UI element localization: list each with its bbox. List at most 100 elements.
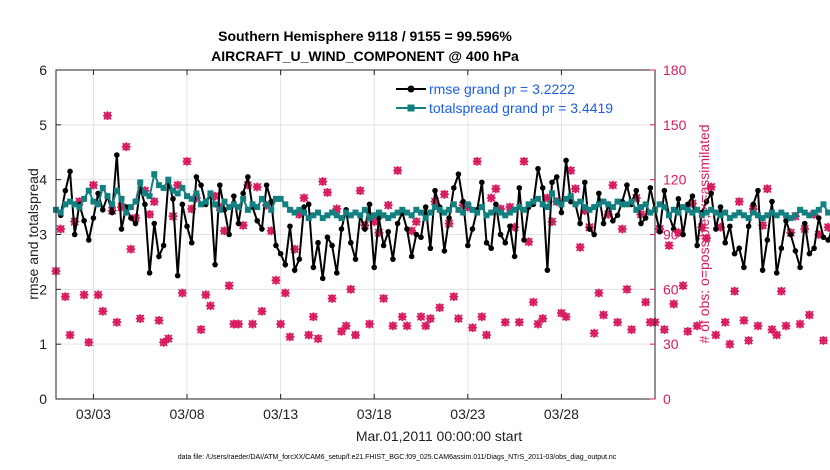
y-tick-label-right: 120 bbox=[663, 172, 687, 188]
rmse-point bbox=[371, 264, 378, 271]
totalspread-point bbox=[258, 195, 265, 202]
obs-assimilated-marker bbox=[149, 197, 159, 206]
totalspread-point bbox=[450, 201, 457, 208]
totalspread-point bbox=[132, 198, 139, 205]
rmse-point bbox=[708, 190, 714, 197]
obs-assimilated-marker bbox=[411, 217, 421, 227]
totalspread-point bbox=[469, 206, 476, 213]
totalspread-point bbox=[399, 206, 406, 213]
obs-assimilated-marker bbox=[716, 222, 725, 232]
totalspread-point bbox=[623, 201, 630, 208]
obs-assimilated-marker bbox=[421, 321, 431, 331]
rmse-point bbox=[502, 239, 509, 246]
obs-assimilated-marker bbox=[276, 319, 286, 329]
totalspread-point bbox=[137, 179, 144, 186]
totalspread-point bbox=[511, 206, 518, 213]
rmse-point bbox=[539, 185, 546, 191]
rmse-point bbox=[413, 231, 420, 238]
obs-assimilated-marker bbox=[477, 312, 487, 322]
totalspread-point bbox=[333, 212, 340, 219]
obs-assimilated-marker bbox=[383, 200, 393, 210]
obs-assimilated-marker bbox=[706, 182, 716, 192]
obs-assimilated-marker bbox=[557, 308, 566, 318]
rmse-point bbox=[586, 226, 593, 232]
totalspread-point bbox=[343, 209, 350, 216]
totalspread-point bbox=[277, 195, 284, 202]
totalspread-point bbox=[492, 206, 499, 213]
totalspread-point bbox=[76, 204, 83, 211]
rmse-point bbox=[90, 215, 97, 221]
rmse-point bbox=[282, 261, 289, 268]
rmse-point bbox=[703, 198, 710, 205]
totalspread-point bbox=[736, 209, 743, 216]
obs-assimilated-marker bbox=[369, 217, 379, 227]
totalspread-point bbox=[427, 209, 434, 216]
obs-assimilated-marker bbox=[290, 244, 300, 254]
totalspread-point bbox=[403, 209, 410, 216]
rmse-point bbox=[179, 201, 186, 208]
rmse-point bbox=[263, 182, 270, 188]
rmse-point bbox=[731, 250, 738, 257]
rmse-point bbox=[366, 201, 373, 208]
rmse-point bbox=[511, 253, 518, 260]
obs-assimilated-marker bbox=[177, 288, 187, 298]
totalspread-point bbox=[296, 206, 303, 213]
y-tick-label-right: 60 bbox=[663, 281, 679, 297]
rmse-point bbox=[553, 174, 560, 180]
obs-assimilated-marker bbox=[514, 317, 524, 327]
rmse-point bbox=[231, 193, 237, 199]
totalspread-point bbox=[577, 198, 584, 205]
totalspread-point bbox=[633, 206, 640, 213]
obs-assimilated-marker bbox=[182, 156, 192, 166]
totalspread-point bbox=[549, 190, 556, 197]
totalspread-point bbox=[413, 206, 420, 213]
totalspread-point bbox=[212, 201, 219, 208]
totalspread-point bbox=[216, 206, 223, 213]
rmse-point bbox=[591, 231, 597, 238]
totalspread-point bbox=[806, 212, 813, 219]
rmse-point bbox=[151, 220, 158, 227]
totalspread-point bbox=[825, 209, 830, 216]
rmse-point bbox=[549, 179, 555, 186]
rmse-point bbox=[240, 190, 246, 197]
obs-assimilated-marker bbox=[93, 290, 103, 300]
obs-assimilated-marker bbox=[608, 180, 618, 190]
totalspread-point bbox=[792, 212, 799, 219]
totalspread-point bbox=[375, 209, 382, 216]
rmse-point bbox=[422, 204, 429, 210]
totalspread-point bbox=[820, 201, 827, 208]
x-tick-label: 03/18 bbox=[357, 406, 392, 422]
obs-assimilated-marker bbox=[645, 317, 655, 327]
rmse-point bbox=[577, 220, 583, 227]
rmse-point bbox=[764, 237, 771, 243]
totalspread-point bbox=[563, 195, 570, 202]
obs-assimilated-marker bbox=[617, 224, 627, 234]
obs-assimilated-marker bbox=[519, 156, 529, 166]
chart-title: Southern Hemisphere 9118 / 9155 = 99.596… bbox=[218, 28, 512, 44]
obs-assimilated-marker bbox=[84, 337, 94, 347]
obs-assimilated-marker bbox=[482, 330, 491, 340]
totalspread-point bbox=[600, 198, 607, 205]
totalspread-point bbox=[488, 209, 495, 216]
totalspread-point bbox=[155, 182, 162, 189]
legend-rmse-marker bbox=[407, 85, 415, 93]
obs-assimilated-marker bbox=[744, 336, 753, 345]
totalspread-point bbox=[254, 204, 261, 211]
rmse-point bbox=[745, 223, 752, 230]
rmse-point bbox=[319, 275, 326, 282]
totalspread-point bbox=[62, 201, 69, 208]
obs-assimilated-marker bbox=[323, 188, 332, 197]
rmse-point bbox=[670, 226, 677, 232]
rmse-point bbox=[722, 239, 728, 246]
totalspread-point bbox=[291, 209, 298, 216]
obs-assimilated-marker bbox=[767, 325, 777, 334]
obs-assimilated-marker bbox=[823, 222, 830, 232]
rmse-point bbox=[493, 201, 499, 208]
rmse-point bbox=[694, 242, 700, 249]
obs-assimilated-marker bbox=[117, 202, 126, 212]
obs-assimilated-marker bbox=[280, 288, 290, 298]
obs-assimilated-marker bbox=[135, 314, 145, 323]
totalspread-point bbox=[81, 195, 88, 202]
rmse-point bbox=[156, 253, 162, 260]
